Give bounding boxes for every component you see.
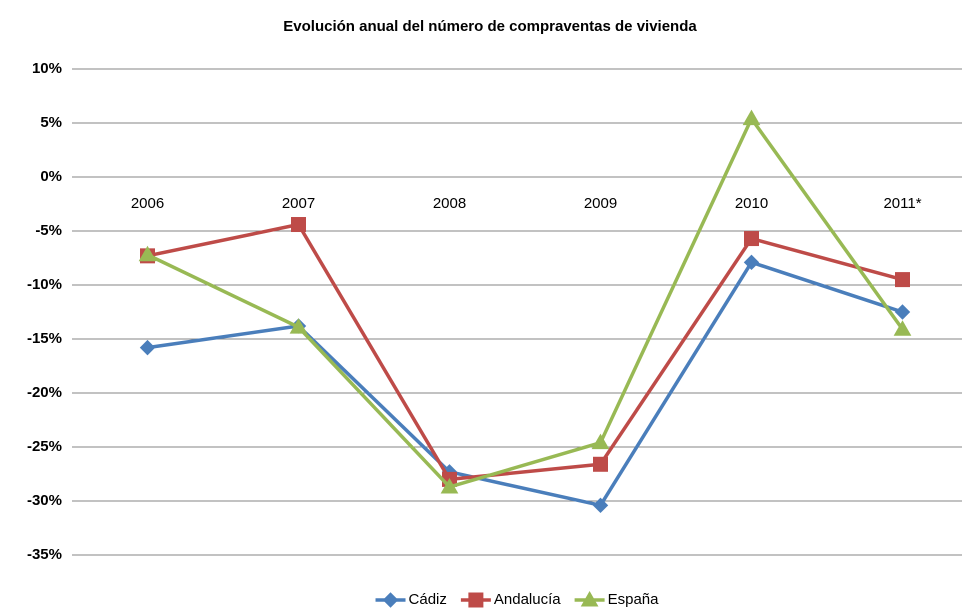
series-line [147,260,904,508]
chart-title: Evolución anual del número de compravent… [283,18,697,35]
x-tick-label: 2007 [282,195,315,212]
marker [744,231,759,247]
marker [743,254,760,271]
legend: Cádiz Andalucía España [375,590,660,608]
y-tick-label: -25% [27,438,62,455]
y-tick-label: -5% [35,222,62,239]
x-tick-label: 2010 [735,195,768,212]
marker [138,245,157,262]
y-tick-label: 0% [40,168,62,185]
y-tick-label: -10% [27,276,62,293]
series-line [146,116,904,489]
series-line [147,222,903,482]
marker [593,456,608,472]
y-tick-label: -20% [27,384,62,401]
marker [139,339,156,356]
x-tick-label: 2011* [883,195,921,212]
marker [291,217,306,233]
marker [591,433,610,450]
legend-label: Cádiz [409,591,447,608]
legend-label: España [608,591,660,608]
marker [580,590,599,607]
y-tick-label: -15% [27,330,62,347]
marker [592,497,609,514]
x-tick-label: 2006 [131,195,164,212]
marker [440,477,459,494]
marker [894,304,911,320]
y-tick-label: -35% [27,546,62,563]
y-tick-label: -30% [27,492,62,509]
marker [468,592,484,608]
marker [895,272,910,288]
marker [289,318,308,334]
marker [382,592,399,608]
x-tick-label: 2008 [433,195,466,212]
y-tick-label: 5% [40,114,62,131]
x-tick-label: 2009 [584,195,617,212]
legend-label: Andalucía [494,591,561,608]
marker [893,320,912,336]
y-tick-label: 10% [32,60,62,77]
marker [742,109,761,126]
